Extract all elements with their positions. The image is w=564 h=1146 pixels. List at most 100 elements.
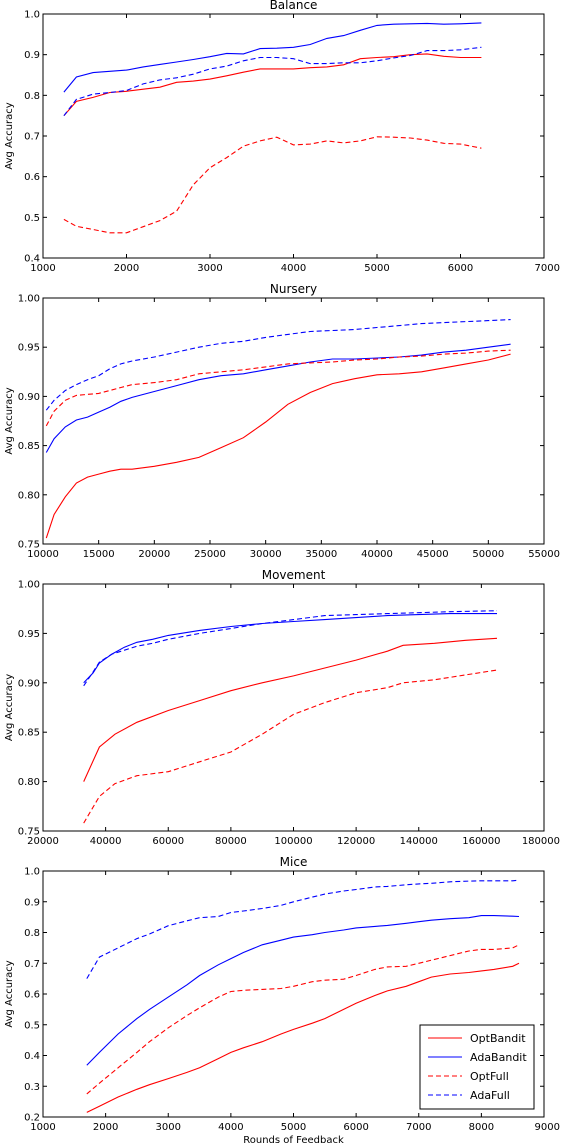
y-tick-label: 1.0 <box>24 10 40 21</box>
y-tick-label: 1.0 <box>24 867 40 878</box>
legend-label-optbandit: OptBandit <box>470 1032 526 1045</box>
x-tick-label: 5000 <box>364 263 389 274</box>
x-tick-label: 6000 <box>343 1122 368 1133</box>
chart-title: Nursery <box>270 282 317 296</box>
plot-frame <box>42 297 545 545</box>
x-tick-label: 160000 <box>462 836 500 847</box>
y-axis-label: Avg Accuracy <box>4 674 15 741</box>
series-line-adafull <box>63 46 482 117</box>
x-tick-label: 45000 <box>417 549 449 560</box>
chart-title: Mice <box>280 855 308 869</box>
series-line-optbandit <box>63 53 482 117</box>
x-tick-label: 20000 <box>138 549 170 560</box>
x-tick-label: 7000 <box>535 263 560 274</box>
y-tick-label: 0.80 <box>18 490 40 501</box>
x-tick-label: 10000 <box>27 549 59 560</box>
y-tick-label: 0.75 <box>18 540 40 551</box>
y-tick-label: 0.9 <box>24 50 40 61</box>
chart-nursery: Nursery 10000 15000 20000 25000 30000 35000 400… <box>4 282 560 560</box>
x-tick-label: 35000 <box>305 549 337 560</box>
x-tick-label: 7000 <box>406 1122 431 1133</box>
y-tick-label: 0.2 <box>24 1113 40 1124</box>
y-tick-label: 1.00 <box>18 294 40 305</box>
y-tick-label: 0.8 <box>24 91 40 102</box>
series-line-optfull <box>63 136 482 234</box>
x-tick-label: 3000 <box>197 263 222 274</box>
y-tick-label: 0.9 <box>24 897 40 908</box>
x-tick-label: 2000 <box>114 263 139 274</box>
x-tick-label: 60000 <box>152 836 184 847</box>
y-tick-label: 0.85 <box>18 441 40 452</box>
legend-label-optfull: OptFull <box>470 1070 509 1083</box>
chart-mice: Mice 1000 2000 3000 4000 5000 6000 7000 8000 9000… <box>4 855 560 1146</box>
y-tick-label: 0.5 <box>24 213 40 224</box>
series-line-adabandit <box>45 343 511 453</box>
x-tick-label: 3000 <box>156 1122 181 1133</box>
y-tick-label: 0.4 <box>24 254 40 265</box>
legend-label-adabandit: AdaBandit <box>470 1051 527 1064</box>
x-tick-label: 4000 <box>218 1122 243 1133</box>
x-axis-label: Rounds of Feedback <box>243 1135 344 1146</box>
x-tick-label: 8000 <box>469 1122 494 1133</box>
y-axis-label: Avg Accuracy <box>4 387 15 454</box>
y-tick-label: 0.5 <box>24 1020 40 1031</box>
series-line-optfull <box>86 944 520 1095</box>
x-tick-label: 2000 <box>93 1122 118 1133</box>
x-tick-label: 80000 <box>215 836 247 847</box>
x-tick-label: 120000 <box>337 836 375 847</box>
chart-title: Movement <box>262 568 326 582</box>
x-tick-label: 140000 <box>400 836 438 847</box>
x-tick-label: 4000 <box>281 263 306 274</box>
chart-movement: Movement 20000 40000 60000 80000 100000 120000… <box>4 568 560 847</box>
series-line-adafull <box>83 610 498 687</box>
y-axis-label: Avg Accuracy <box>4 960 15 1027</box>
x-tick-label: 40000 <box>361 549 393 560</box>
x-tick-label: 1000 <box>30 263 55 274</box>
legend: OptBandit AdaBandit OptFull AdaFull <box>419 1024 535 1110</box>
y-tick-label: 0.85 <box>18 728 40 739</box>
series-line-optfull <box>45 349 511 427</box>
x-tick-label: 5000 <box>281 1122 306 1133</box>
y-tick-label: 0.4 <box>24 1051 40 1062</box>
series-line-adabandit <box>86 915 520 1066</box>
series-line-optbandit <box>45 353 511 539</box>
series-line-optbandit <box>83 637 498 782</box>
y-tick-label: 0.90 <box>18 678 40 689</box>
y-tick-label: 0.7 <box>24 959 40 970</box>
plot-frame <box>42 13 545 259</box>
series-line-optfull <box>83 669 498 824</box>
x-tick-label: 30000 <box>250 549 282 560</box>
y-tick-label: 0.6 <box>24 990 40 1001</box>
y-tick-label: 0.6 <box>24 172 40 183</box>
x-tick-label: 100000 <box>274 836 312 847</box>
series-line-adafull <box>86 879 520 979</box>
x-tick-label: 25000 <box>194 549 226 560</box>
y-tick-label: 0.95 <box>18 629 40 640</box>
y-tick-label: 0.90 <box>18 392 40 403</box>
series-line-optbandit <box>86 962 520 1113</box>
y-tick-label: 0.75 <box>18 827 40 838</box>
x-tick-label: 1000 <box>30 1122 55 1133</box>
x-tick-label: 180000 <box>522 836 560 847</box>
y-tick-label: 0.80 <box>18 777 40 788</box>
y-axis-label: Avg Accuracy <box>4 102 15 169</box>
series-line-adabandit <box>83 613 497 684</box>
x-tick-label: 15000 <box>83 549 115 560</box>
chart-title: Balance <box>270 0 318 12</box>
y-tick-label: 0.7 <box>24 132 40 143</box>
y-tick-label: 0.95 <box>18 343 40 354</box>
x-tick-label: 9000 <box>535 1122 560 1133</box>
y-tick-label: 0.8 <box>24 928 40 939</box>
series-line-adabandit <box>63 22 482 93</box>
x-tick-label: 6000 <box>448 263 473 274</box>
y-tick-label: 0.3 <box>24 1082 40 1093</box>
legend-label-adafull: AdaFull <box>470 1089 510 1102</box>
y-tick-label: 1.00 <box>18 580 40 591</box>
x-tick-label: 20000 <box>27 836 59 847</box>
x-tick-label: 40000 <box>90 836 122 847</box>
x-tick-label: 55000 <box>528 549 560 560</box>
x-tick-label: 50000 <box>472 549 504 560</box>
series-line-adafull <box>45 319 511 411</box>
chart-balance: Balance 1000 2000 3000 4000 5000 6000 7000 0.4 0.… <box>4 0 560 274</box>
